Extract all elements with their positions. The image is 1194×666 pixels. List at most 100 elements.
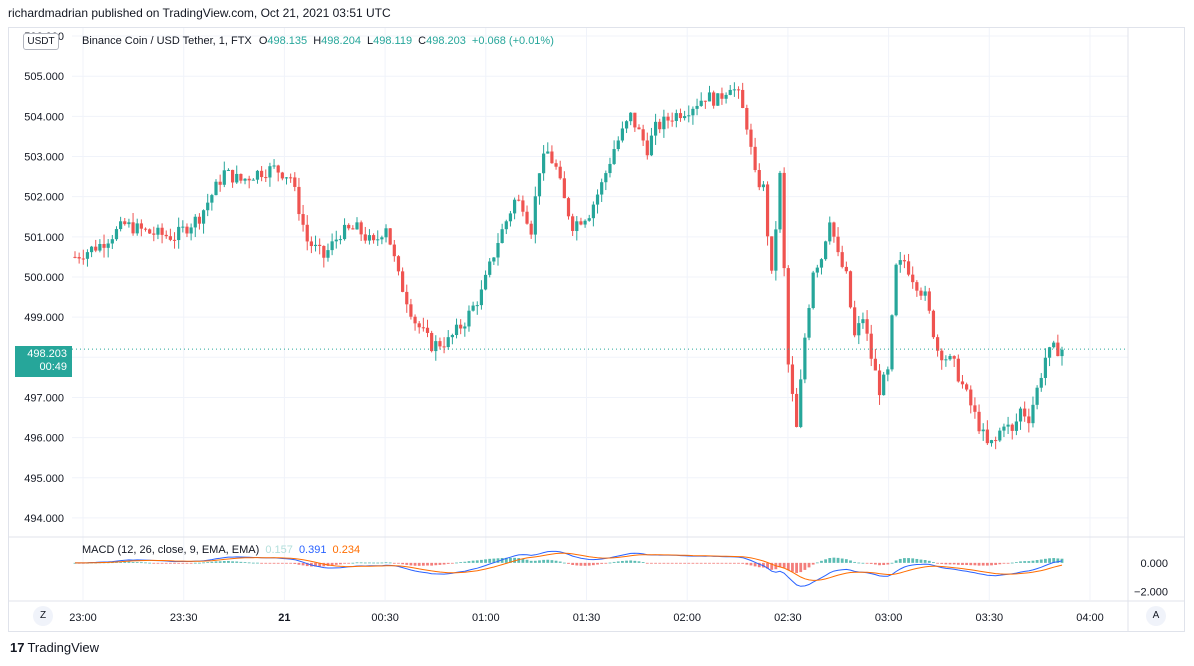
macd-hist-bar — [247, 562, 251, 564]
macd-hist-bar — [998, 562, 1002, 565]
macd-hist-bar — [210, 561, 214, 563]
candle-body — [1043, 357, 1048, 378]
candle-body — [517, 199, 521, 201]
candle-body — [571, 216, 575, 232]
candle-body — [753, 146, 757, 171]
candle-body — [989, 440, 994, 444]
candle-body — [206, 202, 210, 211]
macd-hist-bar — [156, 562, 160, 564]
candle-body — [745, 107, 749, 130]
macd-hist-bar — [351, 562, 355, 564]
candle-body — [301, 214, 305, 225]
macd-hist-bar — [392, 562, 396, 564]
candle-body — [276, 165, 280, 173]
macd-hist-bar — [272, 562, 276, 564]
macd-hist-bar — [334, 562, 338, 565]
candle-body — [533, 196, 537, 235]
macd-axis-label: 0.000 — [1140, 558, 1168, 570]
macd-hist-bar — [724, 562, 728, 564]
candle-body — [1014, 421, 1018, 431]
auto-scale-button[interactable]: A — [1146, 606, 1166, 626]
candle-body — [965, 384, 969, 390]
candle-body — [210, 195, 214, 203]
candle-body — [761, 184, 766, 188]
x-tick-label: 02:00 — [673, 612, 701, 624]
candle-body — [641, 129, 645, 141]
candle-body — [923, 291, 927, 296]
macd-hist-bar — [459, 562, 463, 563]
currency-button[interactable]: USDT — [23, 33, 59, 50]
candle-body — [629, 112, 633, 122]
x-tick-label: 21 — [278, 612, 290, 624]
tradingview-logo: 17 — [10, 640, 25, 655]
candle-body — [260, 170, 264, 178]
candle-body — [940, 350, 944, 361]
candle-body — [674, 113, 678, 121]
macd-hist-bar — [260, 562, 264, 564]
macd-hist-bar — [152, 562, 156, 564]
candle-body — [774, 229, 778, 271]
macd-hist-bar — [513, 557, 516, 563]
candle-body — [894, 264, 898, 316]
macd-hist-bar — [749, 562, 753, 566]
macd-hist-bar — [981, 562, 985, 566]
macd-hist-bar — [297, 562, 301, 565]
candle-body — [309, 241, 313, 247]
macd-hist-bar — [753, 562, 757, 567]
candle-body — [604, 173, 608, 183]
candle-body — [73, 256, 77, 258]
macd-hist-bar — [679, 562, 682, 564]
candle-body — [500, 229, 504, 243]
candle-body — [355, 222, 359, 230]
macd-hist-bar — [376, 562, 380, 564]
macd-hist-bar — [869, 562, 873, 564]
macd-hist-bar — [591, 562, 595, 566]
macd-hist-bar — [1039, 559, 1043, 563]
candle-body — [172, 239, 177, 241]
macd-hist-bar — [1006, 562, 1010, 564]
candle-body — [401, 271, 405, 292]
macd-hist-bar — [616, 561, 620, 563]
candle-body — [637, 127, 641, 130]
zoom-button[interactable]: Z — [33, 606, 53, 626]
candle-body — [848, 271, 853, 308]
macd-hist-bar — [683, 562, 687, 564]
candle-body — [587, 218, 591, 221]
y-tick-label: 504.000 — [24, 111, 64, 123]
macd-hist-bar — [529, 560, 533, 563]
macd-hist-bar — [583, 562, 587, 566]
candle-body — [882, 374, 886, 396]
macd-hist-bar — [280, 562, 284, 564]
macd-hist-bar — [898, 558, 902, 563]
macd-hist-bar — [571, 562, 575, 565]
macd-hist-bar — [463, 561, 467, 563]
macd-hist-bar — [421, 562, 425, 566]
candle-body — [492, 257, 496, 262]
candle-body — [297, 186, 301, 215]
macd-hist-bar — [587, 562, 591, 566]
candle-body — [1052, 342, 1056, 348]
candle-body — [326, 250, 330, 258]
candle-body — [877, 370, 882, 396]
macd-hist-bar — [886, 562, 890, 565]
open-label: O — [258, 35, 268, 47]
macd-hist-bar — [438, 562, 442, 565]
macd-hist-bar — [268, 562, 272, 564]
candle-body — [131, 222, 135, 234]
close-value: 498.203 — [426, 35, 466, 47]
candle-body — [757, 170, 761, 188]
macd-hist-bar — [417, 562, 421, 566]
candle-body — [504, 221, 508, 230]
candle-body — [832, 222, 836, 237]
candle-body — [98, 244, 102, 251]
macd-hist-bar — [256, 562, 259, 564]
candle-body — [425, 327, 430, 333]
candle-body — [807, 308, 811, 338]
candle-body — [836, 236, 840, 253]
macd-hist-bar — [782, 562, 786, 568]
candle-body — [803, 337, 807, 380]
macd-hist-bar — [932, 562, 935, 563]
macd-hist-bar — [168, 562, 172, 564]
macd-hist-bar — [720, 562, 724, 564]
